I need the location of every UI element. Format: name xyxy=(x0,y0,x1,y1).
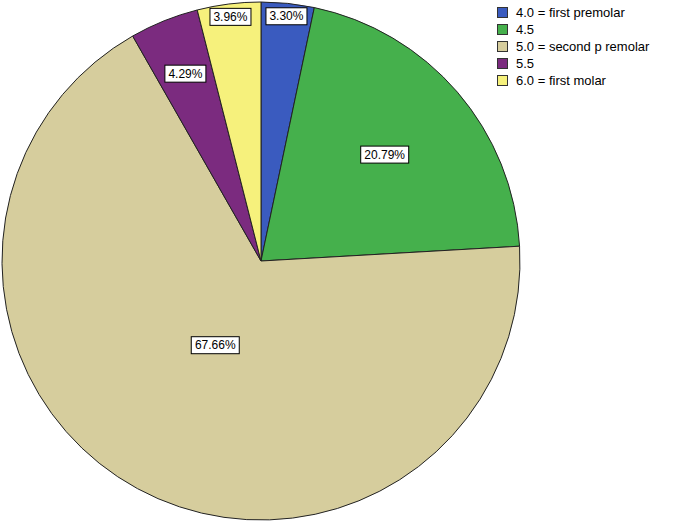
svg-text:3.96%: 3.96% xyxy=(213,10,247,24)
html-text:5.5: 5.5 xyxy=(516,56,535,71)
svg-text:3.30%: 3.30% xyxy=(269,9,303,23)
svg-text:67.66%: 67.66% xyxy=(195,338,236,352)
svg-text:4.29%: 4.29% xyxy=(168,67,202,81)
html-text:6.0 = first molar: 6.0 = first molar xyxy=(516,73,606,88)
html-text:4.0 = first premolar: 4.0 = first premolar xyxy=(516,5,625,20)
svg-text:20.79%: 20.79% xyxy=(364,148,405,162)
html-text:4.5: 4.5 xyxy=(516,22,535,37)
html-text:5.0 = second p remolar: 5.0 = second p remolar xyxy=(516,39,650,54)
